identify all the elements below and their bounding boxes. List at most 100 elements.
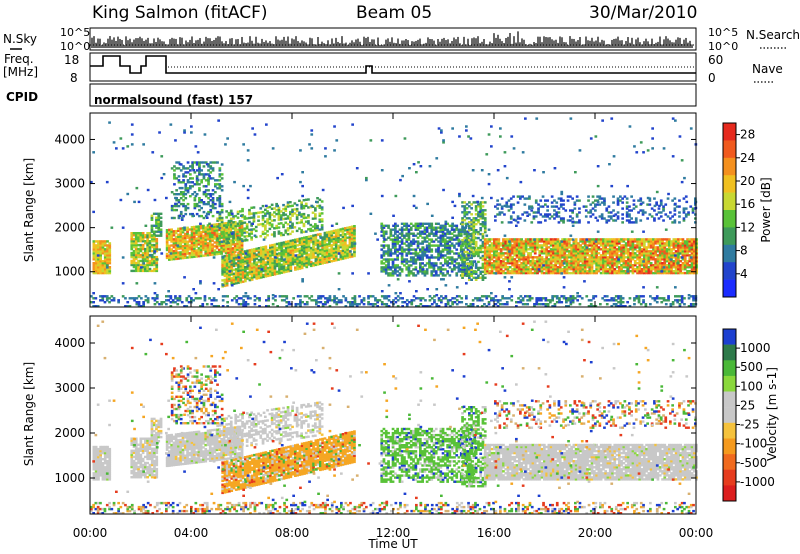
echo-cell [599, 256, 603, 259]
echo-cell [232, 254, 236, 258]
echo-cell [602, 264, 605, 267]
echo-cell [245, 231, 249, 234]
echo-cell [412, 232, 415, 235]
echo-cell [481, 254, 485, 258]
echo-cell [483, 238, 487, 241]
echo-cell [218, 243, 222, 246]
echo-cell [275, 272, 279, 275]
echo-cell [679, 271, 682, 275]
echo-cell [624, 270, 628, 273]
echo-cell [434, 264, 438, 267]
echo-cell [184, 212, 188, 216]
echo-cell [588, 256, 592, 259]
echo-cell [506, 252, 510, 255]
echo-cell [287, 254, 290, 257]
echo-cell [168, 256, 171, 259]
echo-cell [629, 238, 632, 241]
echo-cell [488, 238, 492, 241]
echo-cell [663, 271, 667, 275]
echo-cell [611, 248, 614, 251]
echo-cell [613, 260, 617, 263]
echo-cell [506, 246, 510, 249]
echo-cell [97, 262, 100, 265]
echo-cell [323, 253, 327, 257]
echo-cell [624, 238, 628, 241]
echo-cell [497, 258, 501, 261]
echo-cell [649, 256, 653, 259]
echo-cell [323, 261, 327, 264]
echo-cell [280, 249, 284, 253]
echo-cell [461, 262, 464, 266]
echo-cell [455, 266, 459, 269]
echo-cell [568, 246, 571, 249]
echo-cell [224, 249, 228, 253]
echo-cell [574, 260, 578, 263]
echo-cell [344, 239, 347, 242]
echo-cell [344, 248, 347, 252]
echo-cell [643, 268, 646, 271]
echo-cell [536, 238, 539, 241]
echo-cell [624, 250, 628, 253]
echo-cell [257, 247, 261, 250]
echo-cell [665, 238, 669, 241]
echo-cell [554, 260, 557, 263]
echo-cell [472, 260, 476, 264]
echo-cell [300, 249, 304, 252]
echo-cell [130, 255, 134, 259]
echo-cell [97, 264, 100, 267]
echo-cell [463, 209, 467, 212]
echo-cell [255, 255, 259, 258]
echo-cell [631, 258, 635, 261]
echo-cell [165, 256, 169, 260]
echo-cell [497, 240, 501, 243]
echo-cell [195, 239, 198, 242]
echo-cell [207, 193, 210, 196]
echo-cell [444, 274, 447, 277]
echo-cell [394, 226, 397, 229]
echo-cell [502, 258, 505, 261]
echo-cell [380, 222, 384, 225]
echo-cell [382, 240, 386, 243]
echo-cell [132, 253, 136, 257]
echo-cell [177, 229, 180, 232]
echo-cell [287, 240, 290, 243]
echo-cell [627, 264, 630, 267]
echo-cell [398, 248, 402, 251]
echo-cell [622, 248, 626, 251]
echo-cell [268, 211, 272, 215]
echo-cell [182, 195, 185, 198]
echo-cell [479, 217, 483, 220]
echo-cell [208, 223, 212, 227]
echo-cell [330, 230, 334, 233]
echo-cell [455, 242, 459, 245]
echo-cell [502, 262, 505, 265]
echo-cell [223, 262, 227, 266]
echo-cell [289, 210, 292, 214]
echo-cell [284, 270, 288, 273]
echo-cell [540, 266, 544, 269]
echo-cell [168, 254, 171, 257]
echo-cell [670, 240, 673, 243]
echo-cell [461, 258, 464, 262]
echo-cell [468, 238, 471, 242]
echo-cell [287, 244, 290, 247]
echo-cell [472, 238, 476, 242]
echo-cell [461, 276, 464, 279]
echo-cell [177, 199, 181, 202]
echo-cell [231, 239, 235, 242]
echo-cell [554, 262, 557, 265]
echo-cell [321, 242, 324, 245]
echo-cell [199, 248, 203, 252]
echo-cell [325, 235, 329, 238]
echo-cell [593, 262, 596, 265]
echo-cell [658, 271, 662, 275]
echo-cell [472, 232, 476, 236]
echo-cell [414, 258, 418, 261]
echo-cell [483, 264, 487, 267]
nave-label: Nave [752, 62, 783, 76]
echo-cell [611, 270, 614, 273]
echo-cell [233, 236, 237, 240]
echo-cell [527, 260, 530, 263]
echo-cell [344, 233, 347, 236]
echo-cell [184, 208, 188, 212]
